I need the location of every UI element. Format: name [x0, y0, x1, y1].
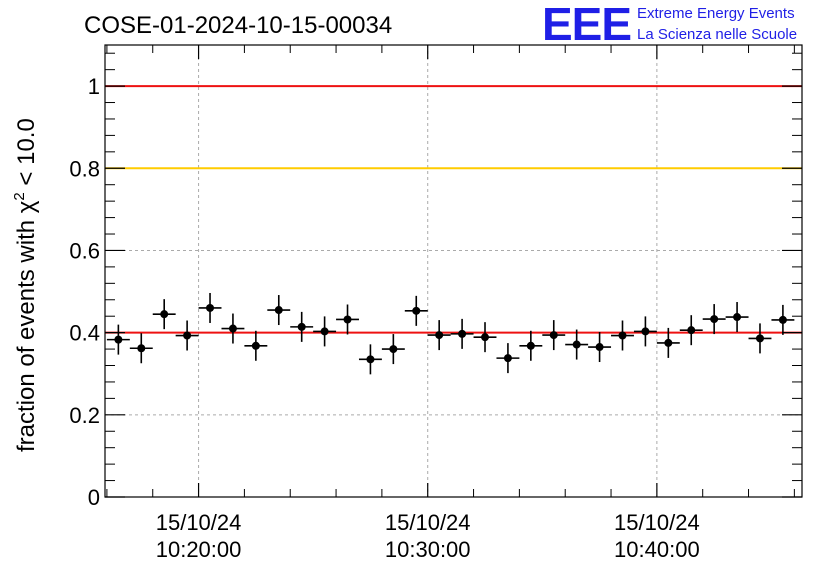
- plot-frame: [104, 44, 803, 498]
- data-point: [152, 299, 176, 330]
- y-tick-label: 0.2: [69, 403, 100, 428]
- data-marker: [114, 335, 123, 344]
- data-point: [175, 320, 199, 351]
- data-point: [542, 320, 566, 351]
- data-marker: [343, 315, 352, 324]
- data-marker: [664, 338, 673, 347]
- logo-line-2: La Scienza nelle Scuole: [637, 26, 797, 43]
- data-point: [588, 332, 612, 363]
- data-point: [450, 318, 474, 349]
- data-point: [633, 316, 657, 347]
- data-marker: [710, 315, 719, 324]
- data-marker: [549, 331, 558, 340]
- logo-letters: EEE: [542, 0, 631, 50]
- data-marker: [435, 331, 444, 340]
- data-marker: [458, 329, 467, 338]
- data-marker: [274, 306, 283, 315]
- data-marker: [320, 327, 329, 336]
- data-point: [702, 304, 726, 335]
- y-axis-label-main: fraction of events with: [13, 220, 40, 452]
- data-point: [313, 316, 337, 347]
- chart-title: COSE-01-2024-10-15-00034: [84, 12, 392, 39]
- data-point: [404, 295, 428, 326]
- y-tick-label: 0.4: [69, 321, 100, 346]
- data-point: [473, 322, 497, 353]
- data-marker: [137, 344, 146, 353]
- data-point: [336, 304, 359, 335]
- data-point: [244, 330, 268, 361]
- x-tick-date-label: 15/10/24: [614, 510, 700, 535]
- data-marker: [183, 331, 192, 340]
- tick-labels: 00.20.40.60.8115/10/2410:20:0015/10/2410…: [69, 74, 699, 562]
- data-marker: [297, 322, 306, 331]
- data-point: [106, 324, 130, 355]
- y-axis-label-symbol: χ: [13, 200, 40, 213]
- data-point: [221, 313, 245, 344]
- data-marker: [228, 324, 237, 333]
- data-point: [427, 320, 451, 351]
- data-marker: [687, 326, 696, 335]
- data-marker: [641, 327, 650, 336]
- data-marker: [733, 313, 742, 322]
- x-tick-date-label: 15/10/24: [156, 510, 242, 535]
- data-point: [496, 343, 520, 374]
- data-point: [267, 295, 291, 326]
- data-marker: [412, 306, 421, 315]
- data-marker: [618, 331, 627, 340]
- data-point: [565, 329, 589, 360]
- data-point: [519, 330, 543, 361]
- data-marker: [526, 341, 535, 350]
- data-marker: [366, 355, 375, 364]
- data-marker: [251, 341, 260, 350]
- y-axis-label-tail: < 10.0: [13, 118, 40, 185]
- data-marker: [755, 334, 764, 343]
- data-marker: [481, 333, 490, 342]
- logo-line-1: Extreme Energy Events: [637, 5, 795, 22]
- data-point: [358, 344, 382, 375]
- x-tick-time-label: 10:20:00: [156, 537, 242, 562]
- x-tick-time-label: 10:30:00: [385, 537, 471, 562]
- y-axis-label-sup: 2: [11, 192, 28, 200]
- data-point: [748, 323, 772, 354]
- eee-logo: EEE Extreme Energy Events La Scienza nel…: [542, 0, 797, 50]
- data-point: [198, 292, 222, 323]
- y-axis-label: fraction of events with χ2 < 10.0: [11, 118, 40, 452]
- data-marker: [572, 340, 581, 349]
- data-point: [611, 320, 634, 351]
- reference-lines: [105, 85, 802, 334]
- data-marker: [160, 310, 169, 319]
- data-marker: [206, 303, 215, 312]
- data-marker: [389, 345, 398, 354]
- x-tick-time-label: 10:40:00: [614, 537, 700, 562]
- data-point: [656, 327, 680, 358]
- data-marker: [778, 315, 787, 324]
- x-tick-date-label: 15/10/24: [385, 510, 471, 535]
- y-tick-label: 0.6: [69, 238, 100, 263]
- data-point: [725, 302, 749, 333]
- data-points: [106, 292, 795, 375]
- data-point: [381, 334, 405, 365]
- data-marker: [503, 354, 512, 363]
- y-tick-label: 0.8: [69, 156, 100, 181]
- data-point: [771, 304, 795, 335]
- data-marker: [595, 343, 604, 352]
- data-point: [679, 315, 703, 346]
- data-point: [129, 333, 153, 364]
- data-point: [290, 311, 314, 342]
- y-tick-label: 0: [88, 485, 100, 510]
- y-tick-label: 1: [88, 74, 100, 99]
